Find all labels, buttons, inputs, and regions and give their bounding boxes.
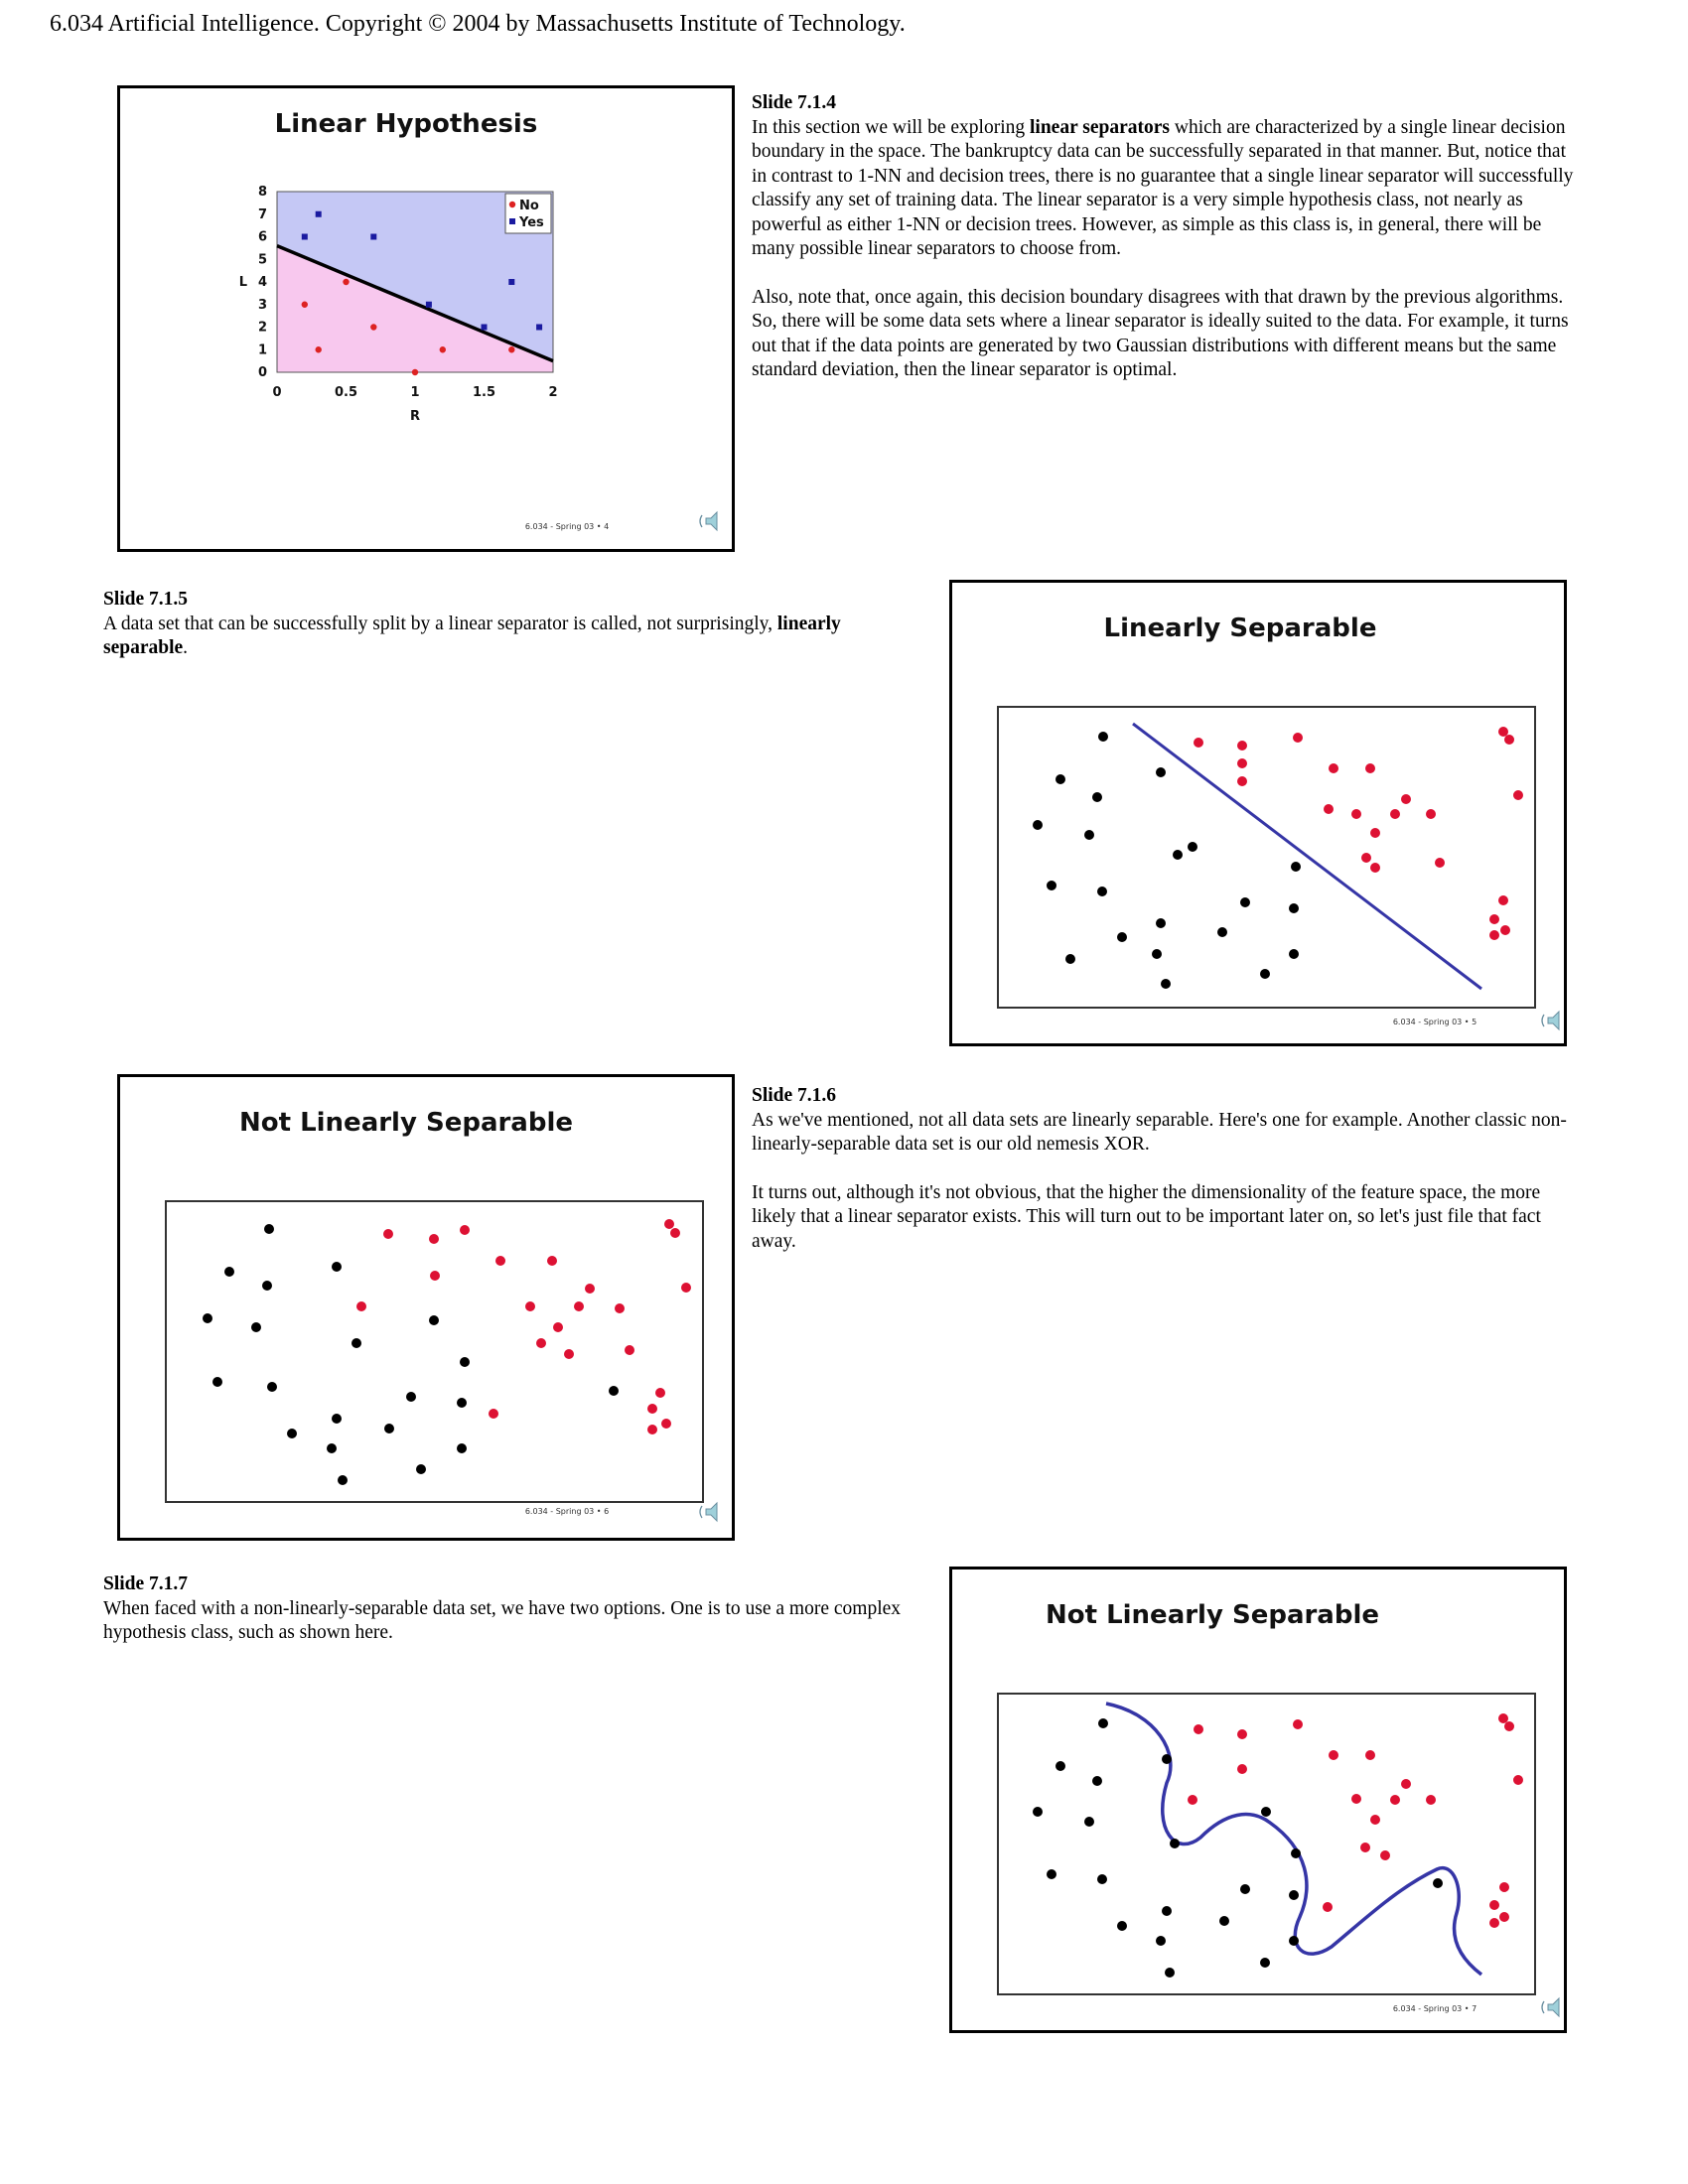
text-run: Also, note that, once again, this decisi… xyxy=(752,286,1569,381)
slide-heading: Slide 7.1.4 xyxy=(752,92,837,113)
legend-marker-no xyxy=(508,201,516,208)
x-tick-label: 1 xyxy=(410,385,419,400)
slide-paragraph: In this section we will be exploring lin… xyxy=(752,116,1584,262)
y-tick-label: 5 xyxy=(258,252,267,267)
linear-hypothesis-chart: Linear Hypothesis 0 1 2 3 4 5 6 7 8 0 0.5 1 1.5 2 R L No… xyxy=(239,109,718,532)
data-point-yes xyxy=(370,233,377,240)
x-tick-label: 2 xyxy=(548,385,557,400)
separator-line xyxy=(1132,722,1482,991)
slide-paragraph: It turns out, although it's not obvious,… xyxy=(752,1181,1584,1255)
region-yes xyxy=(277,192,553,361)
data-point-yes xyxy=(481,324,488,331)
slide-paragraph: A data set that can be successfully spli… xyxy=(103,613,908,661)
text-run: When faced with a non-linearly-separable… xyxy=(103,1597,902,1644)
y-tick-label: 1 xyxy=(258,342,267,357)
data-point-no xyxy=(315,346,322,353)
y-tick-label: 3 xyxy=(258,298,267,313)
text-run: which are characterized by a single line… xyxy=(752,116,1574,260)
slide-paragraph: As we've mentioned, not all data sets ar… xyxy=(752,1109,1584,1158)
data-point-no xyxy=(411,368,419,376)
black-points xyxy=(203,1224,619,1485)
black-points xyxy=(1033,732,1301,989)
y-tick-label: 7 xyxy=(258,207,267,222)
plot-frame xyxy=(997,706,1536,1009)
speaker-icon[interactable] xyxy=(1541,1010,1560,1031)
slide-heading: Slide 7.1.6 xyxy=(752,1085,837,1106)
slide-image-not-linearly-separable: Not Linearly Separable 6.034 - Spring 03… xyxy=(117,1074,735,1541)
x-axis-label: R xyxy=(410,409,420,424)
separator-line xyxy=(276,243,554,363)
y-tick-label: 2 xyxy=(258,321,267,336)
slide-text-7-1-6: Slide 7.1.6 As we've mentioned, not all … xyxy=(752,1084,1584,1278)
slide-footer: 6.034 - Spring 03 • 4 xyxy=(525,522,609,531)
data-point-no xyxy=(301,301,308,308)
speaker-icon[interactable] xyxy=(699,1501,718,1523)
linearly-separable-figure: Linearly Separable 6.034 - Spring 03 • 5 xyxy=(997,614,1560,1031)
slide-title: Linear Hypothesis xyxy=(275,109,538,139)
slide-heading: Slide 7.1.7 xyxy=(103,1573,189,1594)
slide-footer: 6.034 - Spring 03 • 6 xyxy=(525,1507,609,1516)
data-point-yes xyxy=(425,301,432,308)
data-point-yes xyxy=(315,210,322,217)
bold-term: linearly separable xyxy=(103,613,841,659)
nonlinear-boundary-figure: Not Linearly Separable 6.034 - Spring 03… xyxy=(997,1600,1560,2018)
slide-paragraph: Also, note that, once again, this decisi… xyxy=(752,286,1584,383)
text-run: A data set that can be successfully spli… xyxy=(103,613,777,634)
red-points xyxy=(356,1219,691,1434)
slide-paragraph: When faced with a non-linearly-separable… xyxy=(103,1597,908,1646)
slide-title: Not Linearly Separable xyxy=(239,1108,573,1138)
data-point-yes xyxy=(536,324,543,331)
data-point-no xyxy=(508,346,515,353)
slide-heading: Slide 7.1.5 xyxy=(103,589,189,610)
slide-text-7-1-7: Slide 7.1.7 When faced with a non-linear… xyxy=(103,1572,908,1670)
y-tick-label: 6 xyxy=(258,230,267,245)
data-point-yes xyxy=(301,233,308,240)
plot-frame xyxy=(997,1693,1536,1995)
y-tick-label: 0 xyxy=(258,365,267,380)
slide-footer: 6.034 - Spring 03 • 5 xyxy=(1393,1018,1477,1026)
page-header: 6.034 Artificial Intelligence. Copyright… xyxy=(50,11,906,37)
data-point-no xyxy=(439,346,446,353)
slide-image-linear-hypothesis: Linear Hypothesis 0 1 2 3 4 5 6 7 8 0 0.5 1 1.5 2 R L No… xyxy=(117,85,735,552)
black-points xyxy=(1033,1718,1443,1978)
legend-box xyxy=(504,193,552,234)
legend-label: No xyxy=(519,199,539,213)
red-points xyxy=(1188,1713,1523,1928)
y-axis-label: L xyxy=(239,275,247,290)
red-points xyxy=(1194,727,1523,940)
slide-title: Linearly Separable xyxy=(1104,614,1377,643)
data-point-yes xyxy=(508,279,515,285)
text-run: In this section we will be exploring xyxy=(752,116,1030,138)
text-run: It turns out, although it's not obvious,… xyxy=(752,1181,1541,1252)
legend-label: Yes xyxy=(518,215,544,230)
plot-frame xyxy=(165,1200,704,1503)
x-tick-label: 1.5 xyxy=(473,385,495,400)
slide-footer: 6.034 - Spring 03 • 7 xyxy=(1393,2004,1477,2013)
y-tick-label: 4 xyxy=(258,275,267,290)
legend-marker-yes xyxy=(509,218,515,224)
text-run: . xyxy=(183,637,189,658)
bold-term: linear separators xyxy=(1030,116,1170,138)
slide-text-7-1-5: Slide 7.1.5 A data set that can be succe… xyxy=(103,588,908,685)
x-tick-label: 0 xyxy=(272,385,281,400)
text-run: As we've mentioned, not all data sets ar… xyxy=(752,1109,1567,1156)
slide-image-linearly-separable: Linearly Separable 6.034 - Spring 03 • 5 xyxy=(949,580,1567,1046)
data-point-no xyxy=(343,278,350,286)
slide-image-nonlinear-boundary: Not Linearly Separable 6.034 - Spring 03… xyxy=(949,1567,1567,2033)
slide-text-7-1-4: Slide 7.1.4 In this section we will be e… xyxy=(752,91,1584,407)
speaker-icon[interactable] xyxy=(1541,1996,1560,2018)
slide-title: Not Linearly Separable xyxy=(1046,1600,1379,1630)
region-no xyxy=(277,245,553,372)
y-tick-label: 8 xyxy=(258,185,267,200)
data-point-no xyxy=(370,324,377,331)
nonlinear-boundary-curve xyxy=(1105,1702,1483,1977)
not-linearly-separable-figure: Not Linearly Separable 6.034 - Spring 03… xyxy=(165,1108,718,1523)
speaker-icon[interactable] xyxy=(699,510,718,532)
x-tick-label: 0.5 xyxy=(335,385,357,400)
